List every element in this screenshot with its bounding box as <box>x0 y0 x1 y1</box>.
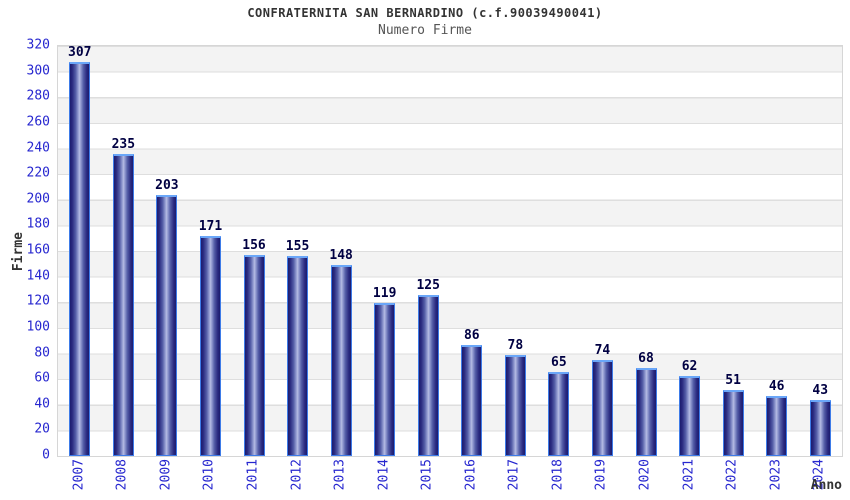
bar-value-label: 307 <box>68 44 92 60</box>
bar-value-label: 156 <box>242 238 266 254</box>
bar-value-label: 203 <box>155 177 179 193</box>
x-tick-label-text: 2013 <box>332 459 348 491</box>
bar-value-label: 119 <box>372 285 397 301</box>
x-tick-label: 2013 <box>332 459 348 491</box>
x-tick-label-text: 2012 <box>289 459 305 491</box>
y-tick-label: 120 <box>26 293 50 309</box>
bar-value-label: 62 <box>681 358 698 374</box>
y-tick-label: 100 <box>26 319 50 335</box>
x-tick-label-text: 2016 <box>463 459 479 491</box>
bar-value-label: 155 <box>285 239 310 255</box>
y-tick-label: 80 <box>34 345 50 360</box>
x-axis-title: Anno <box>810 478 842 493</box>
x-tick-label-text: 2015 <box>419 459 435 491</box>
x-tick-label: 2009 <box>158 459 174 491</box>
x-tick-label: 2020 <box>637 459 653 491</box>
x-tick-label-text: 2022 <box>724 459 740 491</box>
x-tick-label: 2019 <box>593 459 609 491</box>
bar <box>156 194 178 456</box>
y-tick-label: 300 <box>26 63 50 79</box>
bar <box>548 371 570 456</box>
y-tick-label: 280 <box>26 88 50 104</box>
bar <box>112 153 134 456</box>
x-tick-label: 2014 <box>376 459 392 491</box>
x-tick-label-text: 2020 <box>637 459 653 491</box>
chart-title: CONFRATERNITA SAN BERNARDINO (c.f.900394… <box>247 6 603 20</box>
bar-value-label: 78 <box>507 338 524 354</box>
y-tick-label: 40 <box>34 396 50 412</box>
x-tick-label: 2017 <box>506 459 522 491</box>
bar-value-label: 125 <box>416 277 440 293</box>
x-tick-label: 2022 <box>724 459 740 491</box>
bar <box>417 294 439 456</box>
x-tick-label: 2023 <box>768 459 784 491</box>
y-tick-label: 240 <box>26 140 50 155</box>
x-tick-label: 2016 <box>463 459 479 491</box>
x-tick-label: 2021 <box>681 459 697 491</box>
bar-value-label: 74 <box>594 343 611 359</box>
y-tick-label: 20 <box>34 421 50 437</box>
bar-value-label: 148 <box>329 248 353 264</box>
x-axis-labels: 2007 2008 2009 2010 2011 2012 2013 2014 2015 2016… <box>57 459 841 499</box>
x-tick-label-text: 2008 <box>114 459 130 491</box>
bar-value-label: 65 <box>551 354 567 370</box>
chart-subtitle: Numero Firme <box>378 23 472 38</box>
bar-value-label: 235 <box>111 136 136 152</box>
bar-value-label: 86 <box>463 327 480 343</box>
bar <box>330 265 352 456</box>
bar-value-label: 43 <box>812 382 829 398</box>
bar <box>461 344 483 456</box>
x-tick-label-text: 2014 <box>376 459 392 491</box>
x-tick-label: 2010 <box>201 459 217 491</box>
x-tick-label: 2012 <box>289 459 305 491</box>
bar-value-label: 68 <box>638 350 654 366</box>
bar <box>679 375 701 456</box>
x-tick-label-text: 2009 <box>158 459 174 491</box>
bar <box>199 235 221 456</box>
x-tick-label-text: 2017 <box>506 459 522 491</box>
x-tick-label-text: 2021 <box>681 459 697 491</box>
bar <box>591 360 613 456</box>
bar-value-label: 46 <box>768 379 785 395</box>
y-tick-label: 260 <box>26 114 50 130</box>
bar <box>635 367 657 456</box>
y-tick-label: 60 <box>34 370 50 386</box>
x-tick-label: 2011 <box>245 459 261 491</box>
bar <box>374 302 396 456</box>
x-tick-label: 2018 <box>550 459 566 491</box>
y-tick-label: 140 <box>26 268 50 284</box>
y-tick-label: 180 <box>26 216 50 232</box>
plot-area: 307 235 203 171 156 155 148 119 125 86 78 65 74 68 62 5… <box>57 45 843 457</box>
bar <box>766 396 788 456</box>
y-tick-label: 200 <box>26 191 50 207</box>
x-tick-label: 2008 <box>114 459 130 491</box>
x-tick-label-text: 2010 <box>201 459 217 491</box>
y-tick-label: 0 <box>42 447 50 463</box>
bar-value-label: 171 <box>198 218 223 234</box>
bar <box>287 256 309 456</box>
bar <box>722 389 744 456</box>
bar-value-label: 51 <box>725 372 741 388</box>
x-tick-label-text: 2018 <box>550 459 566 491</box>
x-tick-label-text: 2023 <box>768 459 784 491</box>
x-tick-label: 2015 <box>419 459 435 491</box>
bar <box>504 355 526 456</box>
x-tick-label: 2007 <box>71 459 87 491</box>
x-tick-label-text: 2011 <box>245 459 261 491</box>
y-axis-ticks: 0 20 40 60 80 100 120 140 160 180 200 220 240 260 280 3… <box>0 39 50 462</box>
y-tick-label: 160 <box>26 242 50 258</box>
x-tick-label-text: 2019 <box>593 459 609 491</box>
x-tick-label-text: 2007 <box>71 459 87 491</box>
y-tick-label: 220 <box>26 165 50 181</box>
bar <box>69 61 91 456</box>
bar <box>243 255 265 456</box>
bar <box>809 399 831 456</box>
y-tick-label: 320 <box>26 37 50 53</box>
